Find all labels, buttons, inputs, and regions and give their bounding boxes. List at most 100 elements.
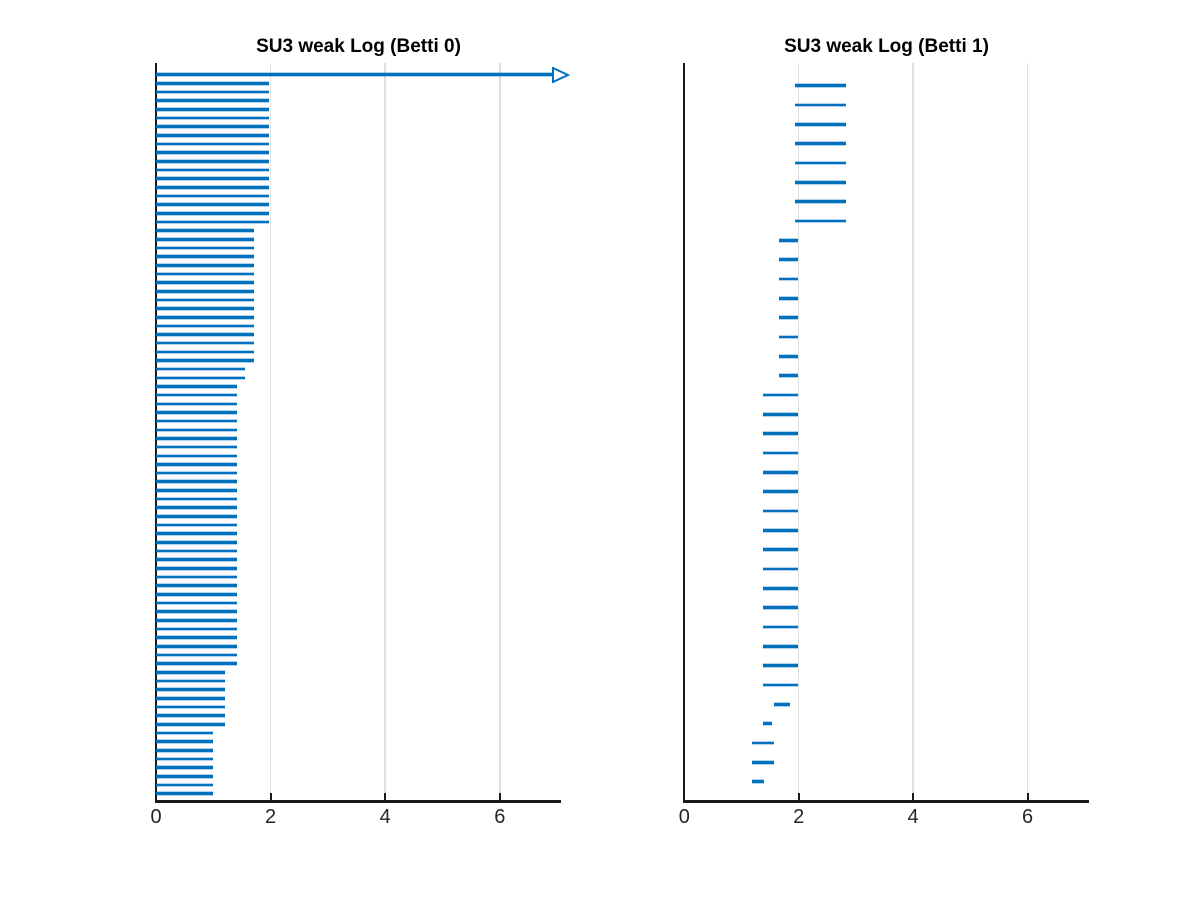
bar xyxy=(156,237,254,241)
bar xyxy=(156,541,238,544)
bar xyxy=(156,419,238,423)
bar xyxy=(779,297,798,300)
bar xyxy=(156,731,214,735)
gridline-x6 xyxy=(1026,63,1029,801)
bar xyxy=(156,636,238,639)
bar xyxy=(156,463,238,466)
x-tick-label-4: 4 xyxy=(907,806,919,828)
x-tick-label-4: 4 xyxy=(379,806,391,828)
bar xyxy=(156,125,270,128)
bar xyxy=(763,413,798,416)
bar xyxy=(156,506,238,510)
bar xyxy=(156,697,226,700)
bar xyxy=(156,108,270,111)
bar xyxy=(156,272,254,276)
infinity-arrowhead-icon xyxy=(551,66,570,83)
bar xyxy=(156,653,238,657)
bar xyxy=(156,428,238,432)
x-tick-label-6: 6 xyxy=(494,806,506,828)
bar xyxy=(763,683,798,687)
bar xyxy=(779,277,798,281)
plot-title-betti0: SU3 weak Log (Betti 0) xyxy=(256,36,461,57)
bar xyxy=(156,740,214,743)
bar xyxy=(156,437,238,440)
x-tick-2 xyxy=(269,793,272,800)
bar xyxy=(156,688,226,691)
x-tick-label-0: 0 xyxy=(678,806,690,828)
x-tick-6 xyxy=(498,793,501,800)
bar xyxy=(156,333,254,336)
bar xyxy=(763,432,798,435)
x-tick-label-2: 2 xyxy=(265,806,277,828)
bar xyxy=(795,219,847,223)
bar xyxy=(156,584,238,588)
bar xyxy=(156,402,238,406)
gridline-x4 xyxy=(384,63,386,801)
bar xyxy=(156,229,254,232)
bar xyxy=(156,411,238,414)
bar xyxy=(751,741,774,745)
bar xyxy=(156,558,238,562)
bar xyxy=(156,246,254,250)
bar xyxy=(763,625,798,629)
bar xyxy=(795,200,847,203)
bar xyxy=(763,664,798,667)
x-tick-label-0: 0 xyxy=(150,806,162,828)
bar xyxy=(779,374,798,377)
bar xyxy=(762,722,772,725)
bar-infinite xyxy=(156,73,553,76)
bar xyxy=(156,367,246,371)
y-axis xyxy=(155,63,157,801)
x-axis xyxy=(683,800,1089,803)
bar xyxy=(156,255,254,258)
x-tick-label-2: 2 xyxy=(793,806,805,828)
gridline-x2 xyxy=(269,63,272,801)
bar xyxy=(156,645,238,648)
x-tick-4 xyxy=(384,793,387,800)
bar xyxy=(156,99,270,102)
bar xyxy=(156,489,238,492)
bar xyxy=(773,703,790,706)
bar xyxy=(156,151,270,154)
bar xyxy=(795,142,847,145)
bar xyxy=(156,523,238,527)
bar xyxy=(779,355,798,358)
bar xyxy=(763,548,798,551)
bar xyxy=(156,714,226,717)
bar xyxy=(156,359,254,362)
bar xyxy=(779,316,798,319)
bar xyxy=(156,307,254,310)
bar xyxy=(156,567,238,570)
bar xyxy=(156,549,238,553)
bar xyxy=(156,298,254,302)
bar xyxy=(156,220,270,224)
bar xyxy=(156,194,270,198)
bar xyxy=(156,610,238,613)
bar xyxy=(779,258,798,261)
bar xyxy=(156,263,254,267)
x-tick-4 xyxy=(912,793,915,800)
bar xyxy=(795,181,847,184)
bar xyxy=(156,168,270,172)
bar xyxy=(156,601,238,605)
gridline-x6 xyxy=(499,63,501,801)
bar xyxy=(156,445,238,449)
x-tick-2 xyxy=(797,793,800,800)
bar xyxy=(156,575,238,579)
bar xyxy=(156,90,270,94)
bar xyxy=(779,335,798,339)
bar xyxy=(156,82,270,85)
bar xyxy=(156,593,238,596)
bar xyxy=(795,161,847,165)
bar xyxy=(156,341,254,345)
bar xyxy=(156,792,214,795)
x-tick-6 xyxy=(1026,793,1029,800)
x-tick-label-6: 6 xyxy=(1021,806,1034,828)
bar xyxy=(156,497,238,501)
bar xyxy=(156,471,238,475)
bar xyxy=(156,116,270,120)
bar xyxy=(763,471,798,474)
bar xyxy=(156,774,214,778)
bar xyxy=(156,679,226,683)
